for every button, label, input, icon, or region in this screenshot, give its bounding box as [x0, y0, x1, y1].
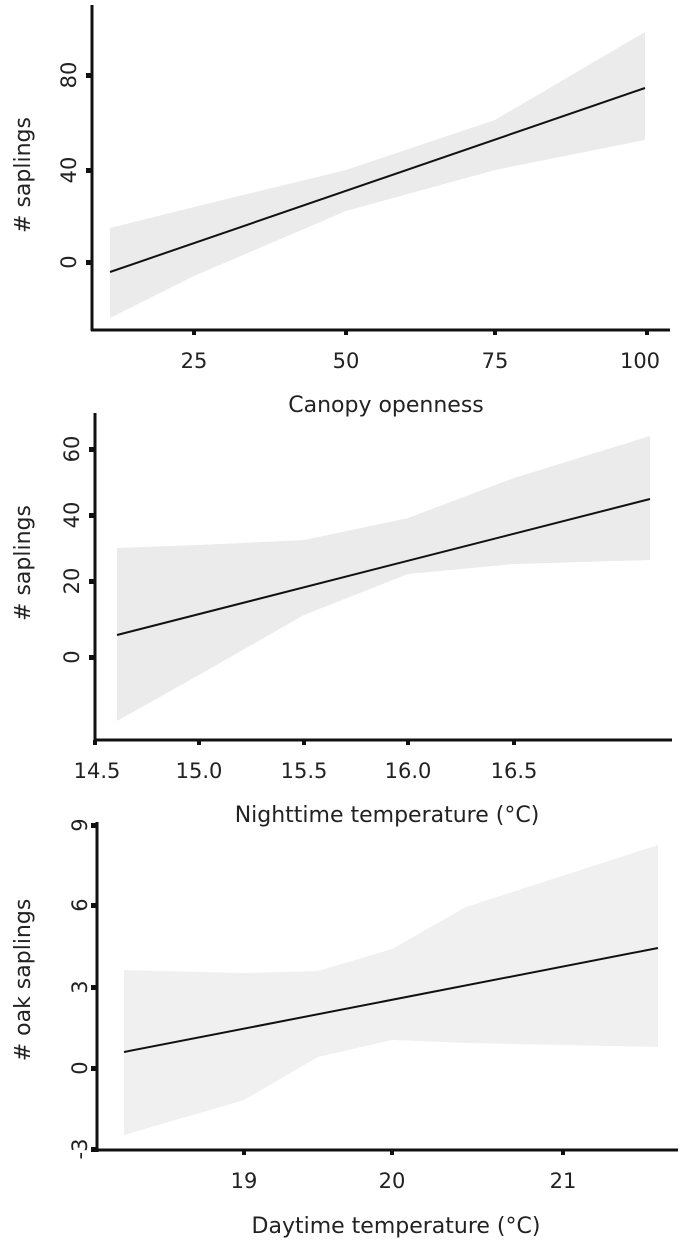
x-tick-label: 21 [550, 1169, 577, 1193]
confidence-band [117, 436, 650, 721]
x-tick-label: 16.5 [491, 759, 538, 783]
y-axis-title: # saplings [11, 117, 36, 233]
x-axis-title: Canopy openness [288, 393, 484, 418]
y-tick-label: 60 [60, 436, 84, 463]
x-tick-label: 50 [333, 349, 360, 373]
y-tick-label: 6 [68, 898, 92, 911]
regression-line [109, 87, 646, 273]
x-ticks: 19 20 21 [231, 1150, 577, 1193]
x-axis-title: Daytime temperature (°C) [252, 1214, 541, 1239]
x-axis-title: Nighttime temperature (°C) [235, 803, 540, 828]
y-ticks: -3 0 3 6 9 [68, 818, 97, 1159]
chart-daytime-temperature: -3 0 3 6 9 19 20 21 # oak saplings Dayti… [11, 818, 678, 1239]
x-tick-label: 75 [482, 349, 509, 373]
x-tick-label: 15.0 [176, 759, 223, 783]
x-ticks: 25 50 75 100 [181, 330, 660, 373]
regression-line [123, 947, 659, 1053]
y-tick-label: 3 [68, 980, 92, 993]
x-tick-label: 14.5 [74, 759, 121, 783]
y-tick-label: 9 [68, 818, 92, 831]
x-tick-label: 100 [620, 349, 660, 373]
y-axis-title: # oak saplings [11, 899, 36, 1062]
confidence-band [124, 845, 658, 1135]
x-tick-label: 20 [379, 1169, 406, 1193]
y-tick-label: 40 [60, 502, 84, 529]
regression-line [116, 498, 651, 636]
x-tick-label: 25 [181, 349, 208, 373]
y-tick-label: 0 [68, 1061, 92, 1074]
y-ticks: 0 20 40 60 [60, 436, 95, 664]
chart-canopy-openness: 0 40 80 25 50 75 100 # saplings Canopy o… [11, 5, 670, 418]
y-tick-label: 0 [60, 650, 84, 663]
x-tick-label: 16.0 [385, 759, 432, 783]
x-tick-label: 19 [231, 1169, 258, 1193]
y-tick-label: 80 [57, 62, 81, 89]
y-tick-label: -3 [68, 1139, 92, 1160]
confidence-band [110, 32, 645, 318]
y-ticks: 0 40 80 [57, 62, 92, 269]
y-tick-label: 40 [57, 157, 81, 184]
y-axis-title: # saplings [11, 505, 36, 621]
y-tick-label: 0 [57, 255, 81, 268]
y-tick-label: 20 [60, 568, 84, 595]
x-tick-label: 15.5 [281, 759, 328, 783]
x-ticks: 14.5 15.0 15.5 16.0 16.5 [74, 740, 538, 783]
chart-nighttime-temperature: 0 20 40 60 14.5 15.0 15.5 16.0 16.5 # sa… [11, 413, 672, 828]
